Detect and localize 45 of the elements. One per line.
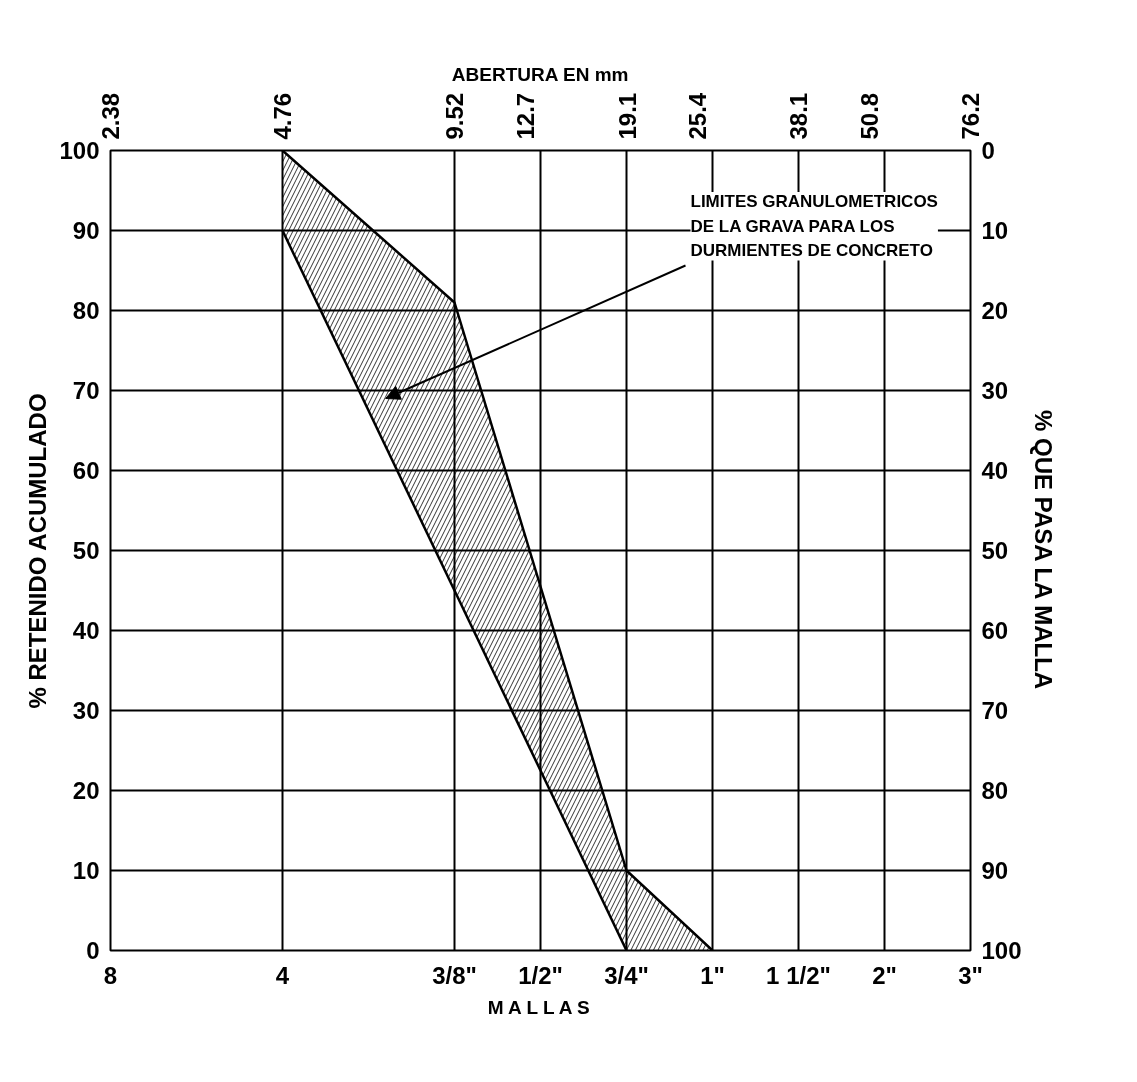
y-axis-title: % RETENIDO ACUMULADO (24, 393, 52, 709)
y2-tick-label: 80 (981, 777, 1009, 804)
y-tick-label: 70 (72, 377, 100, 404)
x2-tick-label: 9.52 (440, 92, 468, 140)
y-tick-label: 100 (59, 137, 100, 164)
x2-tick-label: 12.7 (512, 92, 540, 140)
y2-tick-label: 20 (981, 297, 1009, 324)
y-tick-label: 10 (72, 857, 100, 884)
x-tick-label: 1 1/2" (766, 961, 831, 989)
y2-tick-label: 0 (981, 137, 995, 164)
y-tick-label: 80 (72, 297, 100, 324)
y-tick-label: 90 (72, 217, 100, 244)
annotation: LIMITES GRANULOMETRICOS DE LA GRAVA PARA LOS DURMIENTES DE CONCRETO (690, 192, 938, 261)
x-tick-label: 8 (103, 961, 118, 989)
x2-tick-label: 25.4 (684, 92, 712, 140)
x2-tick-label: 4.76 (268, 92, 296, 140)
y2-tick-label: 30 (981, 377, 1009, 404)
y2-tick-label: 10 (981, 217, 1009, 244)
x2-tick-label: 50.8 (856, 92, 884, 140)
y-tick-label: 30 (72, 697, 100, 724)
x-tick-label: 4 (275, 961, 290, 989)
y-tick-label: 60 (72, 457, 100, 484)
y-tick-label: 50 (72, 537, 100, 564)
y-tick-label: 20 (72, 777, 100, 804)
x-tick-label: 1/2" (518, 961, 563, 989)
y2-tick-label: 60 (981, 617, 1009, 644)
x2-tick-label: 38.1 (785, 92, 813, 140)
y2-tick-label: 50 (981, 537, 1009, 564)
x2-tick-label: 19.1 (613, 92, 641, 140)
y2-axis-title: % QUE PASA LA MALLA (1029, 410, 1057, 690)
y2-tick-label: 90 (981, 857, 1009, 884)
y-tick-label: 0 (86, 937, 100, 964)
y-tick-label: 40 (72, 617, 100, 644)
x-tick-label: 2" (872, 961, 897, 989)
x-axis-title: M A L L A S (487, 996, 590, 1018)
x-tick-label: 3/4" (604, 961, 649, 989)
y2-tick-label: 40 (981, 457, 1009, 484)
x-tick-label: 3" (958, 961, 983, 989)
x-tick-label: 1" (700, 961, 725, 989)
x-tick-label: 3/8" (432, 961, 477, 989)
y2-tick-label: 100 (981, 937, 1022, 964)
x2-tick-label: 76.2 (957, 92, 984, 140)
x2-axis-title: ABERTURA EN mm (451, 63, 629, 85)
y2-tick-label: 70 (981, 697, 1009, 724)
x2-tick-label: 2.38 (97, 92, 124, 140)
